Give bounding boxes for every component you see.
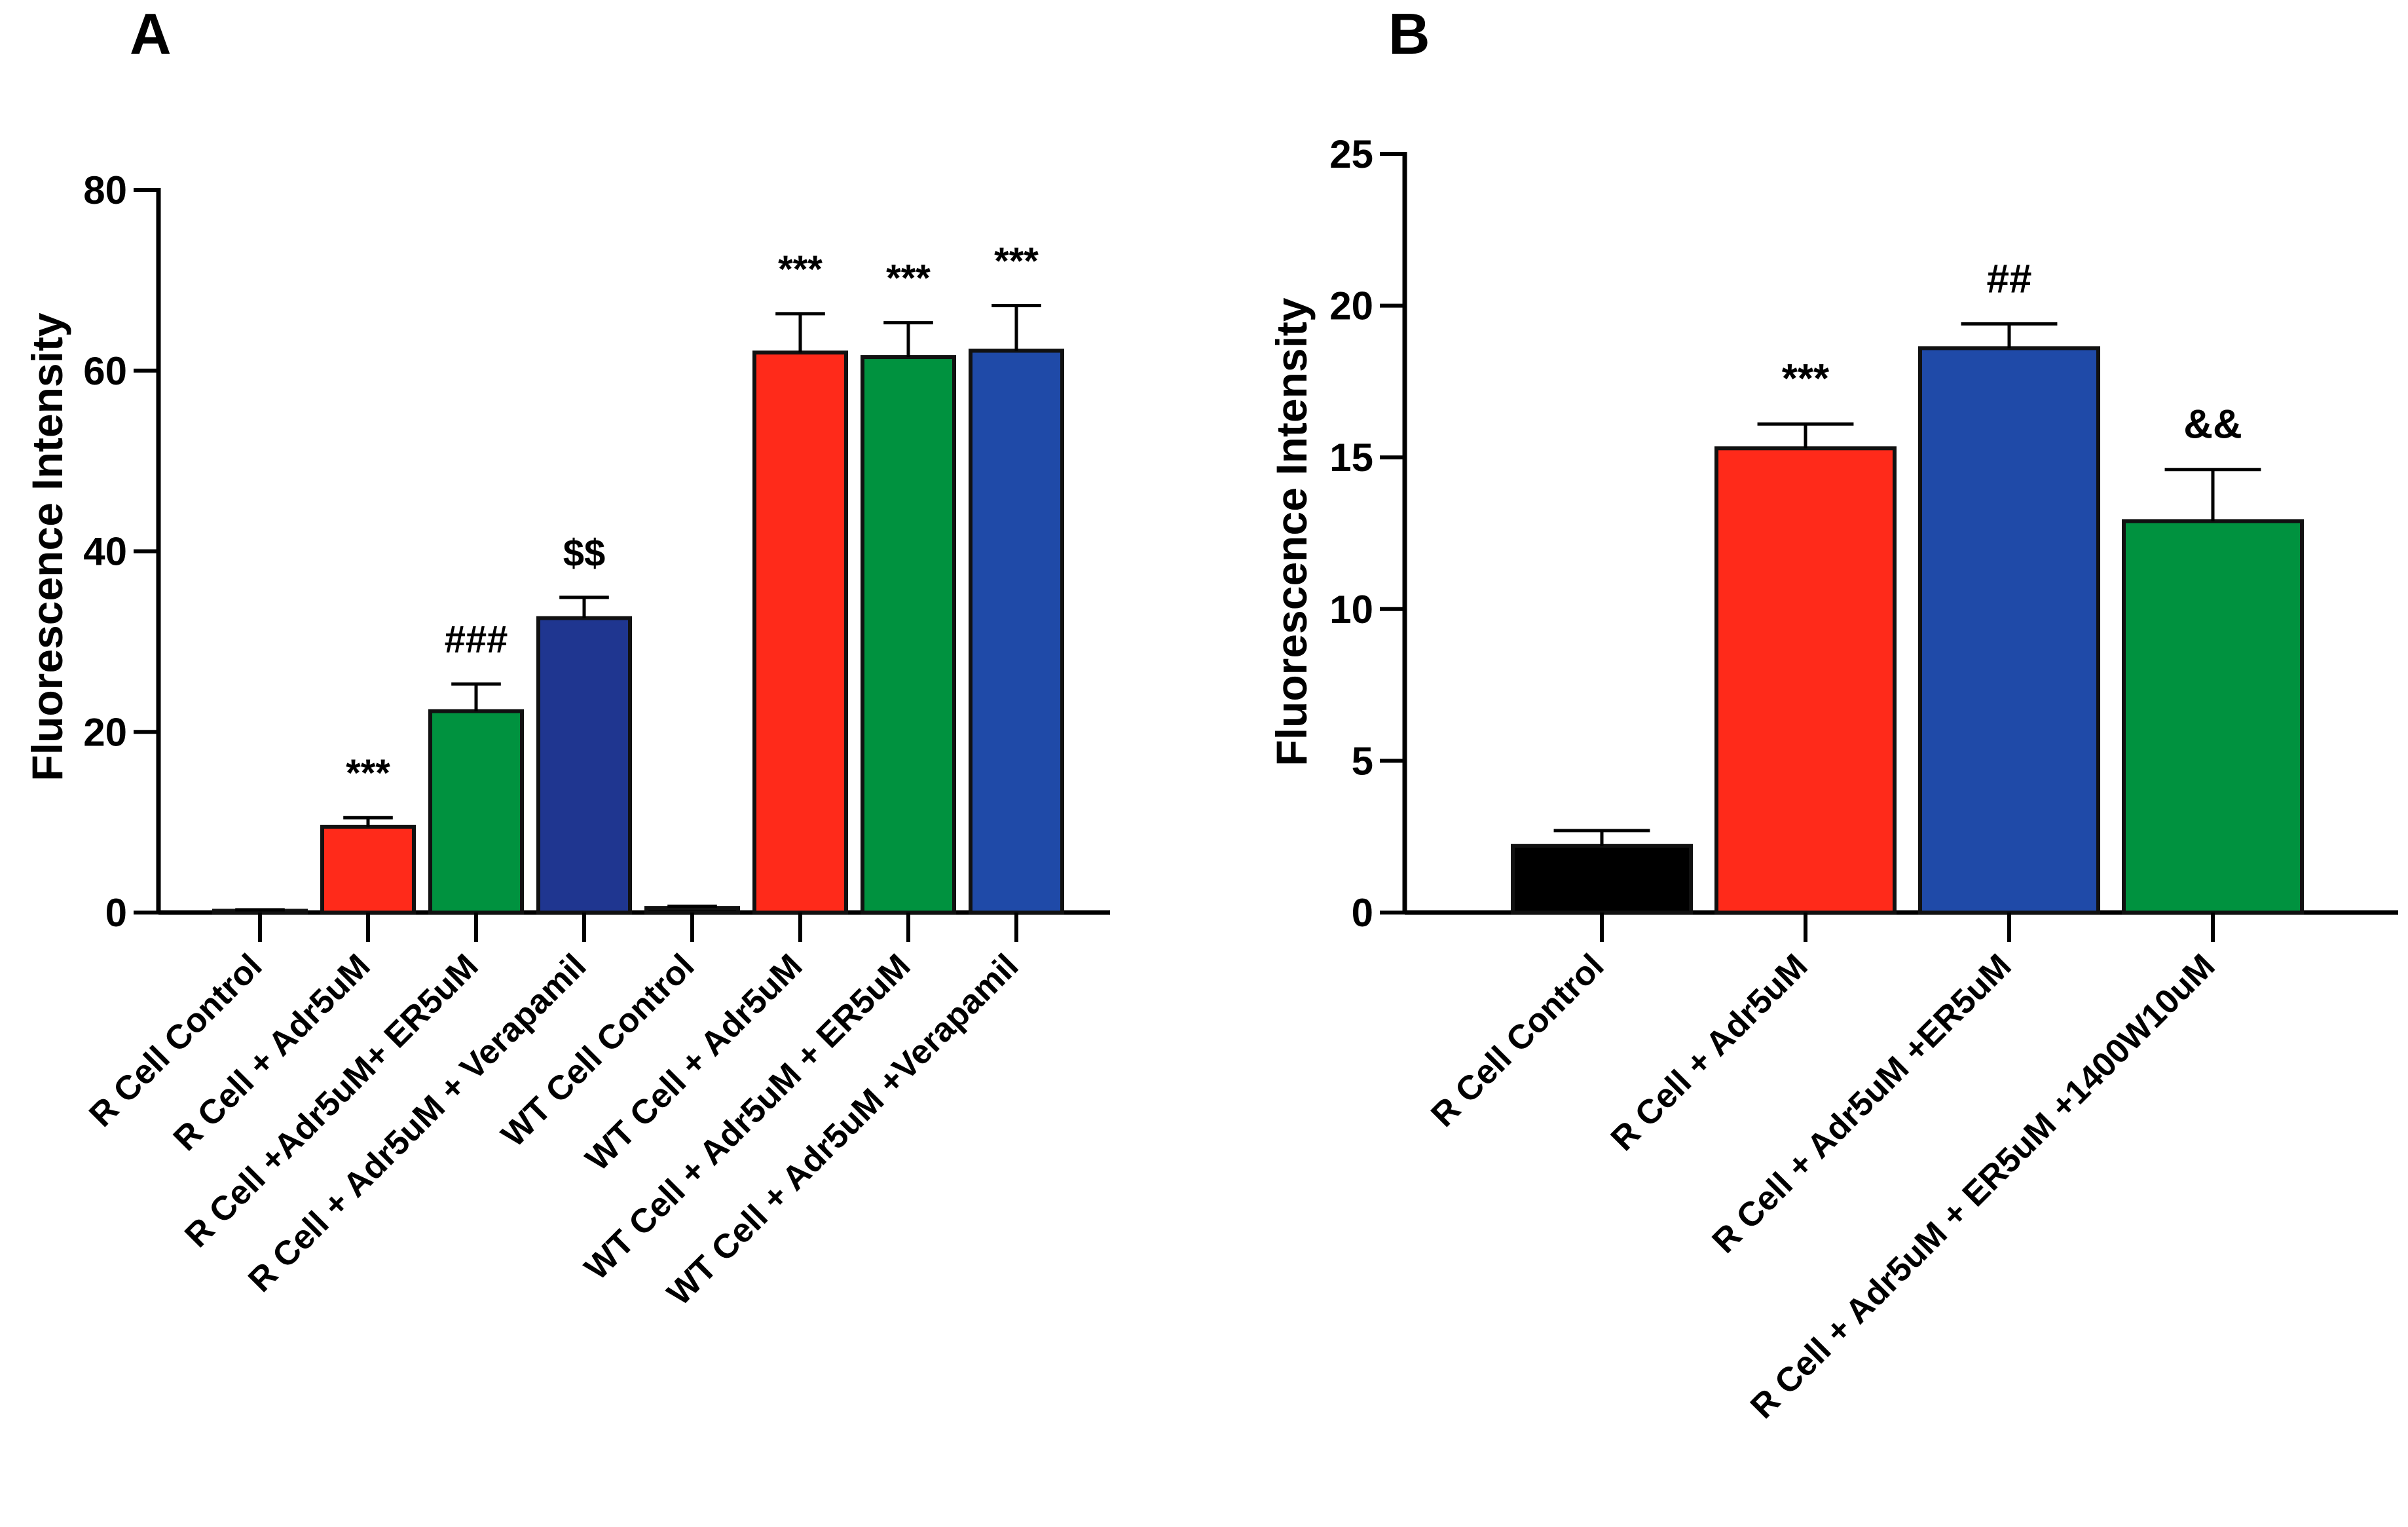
bar-a xyxy=(752,350,848,914)
panel-b-y-axis-title: Fluorescence Intensity xyxy=(1267,297,1316,766)
significance-label-a: *** xyxy=(346,752,390,795)
y-tick-label-b: 5 xyxy=(1352,739,1373,783)
bar-a xyxy=(861,355,956,914)
category-label-b: R Cell + Adr5uM + ER5uM +1400W10uM xyxy=(1743,947,2222,1425)
significance-label-b: && xyxy=(2183,402,2242,447)
panel-b: B Fluorescence Intensity 0 5 10 15 20 25 R Cel… xyxy=(1267,1,2398,1426)
bar-b xyxy=(1918,346,2100,914)
significance-label-a: *** xyxy=(994,240,1039,282)
significance-label-b: ## xyxy=(1987,256,2032,301)
bar-a xyxy=(536,616,632,915)
bar-b xyxy=(1714,446,1897,914)
panel-a: A Fluorescence Intensity 0 20 40 60 80 R Cell… xyxy=(23,1,1110,1313)
panel-b-label: B xyxy=(1388,1,1430,66)
y-tick-label-a: 40 xyxy=(83,530,127,574)
bar-a xyxy=(320,825,416,915)
panel-a-y-axis-title: Fluorescence Intensity xyxy=(23,312,71,782)
significance-label-a: *** xyxy=(778,248,823,291)
y-tick-label-a: 60 xyxy=(83,349,127,393)
y-tick-label-a: 0 xyxy=(105,891,127,935)
significance-label-a: $$ xyxy=(563,532,606,575)
y-tick-label-b: 15 xyxy=(1329,436,1373,480)
panel-a-label: A xyxy=(130,1,172,66)
y-tick-label-a: 20 xyxy=(83,710,127,754)
category-label-a: WT Cell Control xyxy=(494,947,702,1154)
significance-label-b: *** xyxy=(1782,356,1830,402)
y-tick-label-b: 0 xyxy=(1352,891,1373,935)
y-tick-label-b: 20 xyxy=(1329,284,1373,328)
bar-b xyxy=(2122,519,2304,914)
category-label-a: R Cell + Adr5uM xyxy=(166,947,378,1158)
y-tick-label-a: 80 xyxy=(83,168,127,212)
y-tick-label-b: 10 xyxy=(1329,588,1373,632)
bar-b xyxy=(1511,844,1693,914)
bar-a xyxy=(969,349,1064,914)
panel-b-plot: 0 5 10 15 20 25 R Cell Control *** R Cell + Adr5… xyxy=(1329,132,2398,1426)
y-tick-label-b: 25 xyxy=(1329,132,1373,176)
category-label-b: R Cell Control xyxy=(1424,947,1611,1134)
category-label-b: R Cell + Adr5uM xyxy=(1604,947,1815,1158)
significance-label-a: *** xyxy=(886,257,931,300)
significance-label-a: ### xyxy=(445,618,508,661)
bar-a xyxy=(644,906,740,914)
bar-a xyxy=(428,709,524,914)
